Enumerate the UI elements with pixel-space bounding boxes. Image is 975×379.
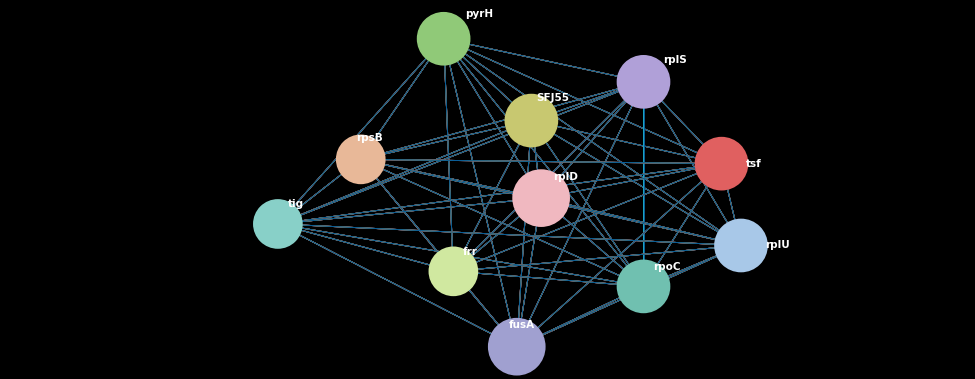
- Ellipse shape: [513, 170, 569, 226]
- Text: rpoC: rpoC: [653, 262, 681, 272]
- Text: pyrH: pyrH: [465, 9, 493, 19]
- Text: rplU: rplU: [765, 241, 790, 251]
- Text: tig: tig: [288, 199, 304, 209]
- Text: fusA: fusA: [509, 320, 534, 330]
- Ellipse shape: [617, 56, 670, 108]
- Ellipse shape: [715, 219, 767, 271]
- Text: rplD: rplD: [553, 172, 578, 182]
- Ellipse shape: [488, 319, 545, 375]
- Text: SFJ55: SFJ55: [536, 93, 569, 103]
- Ellipse shape: [505, 95, 558, 147]
- Text: rpsB: rpsB: [356, 133, 382, 143]
- Ellipse shape: [617, 260, 670, 312]
- Text: rplS: rplS: [663, 55, 686, 64]
- Ellipse shape: [429, 247, 478, 295]
- Text: frr: frr: [463, 247, 478, 257]
- Ellipse shape: [695, 138, 748, 190]
- Text: tsf: tsf: [746, 159, 761, 169]
- Ellipse shape: [254, 200, 302, 248]
- Ellipse shape: [417, 13, 470, 65]
- Ellipse shape: [336, 135, 385, 183]
